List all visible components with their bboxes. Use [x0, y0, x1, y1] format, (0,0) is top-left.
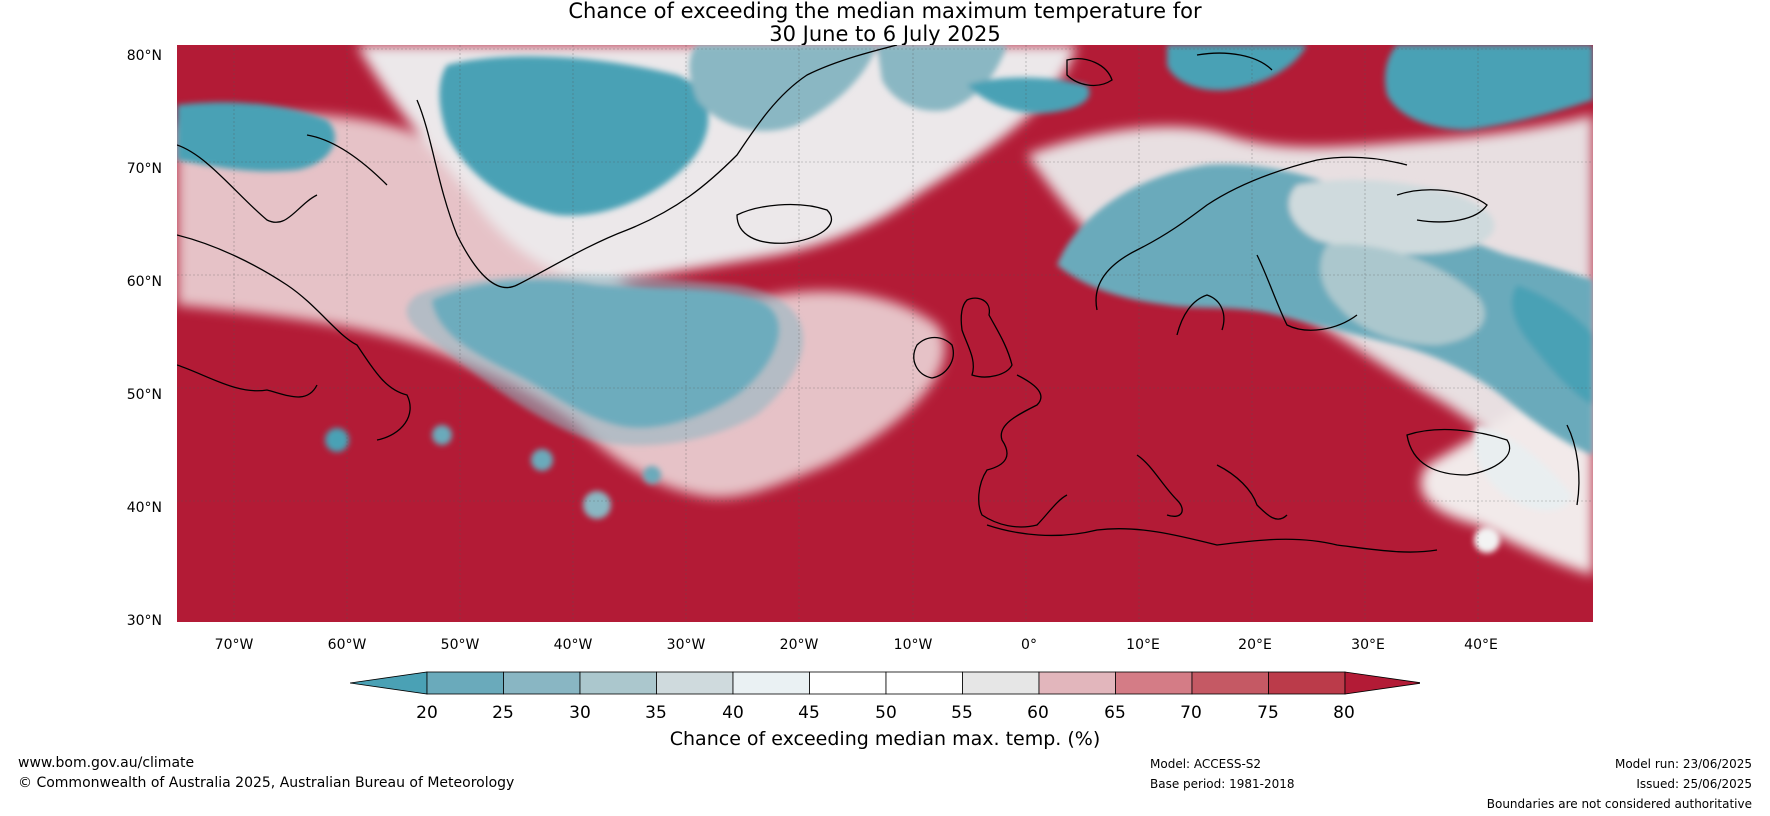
title-line-1: Chance of exceeding the median maximum t…	[568, 0, 1202, 23]
colorbar-tick-65: 65	[1104, 703, 1126, 723]
copyright-text: © Commonwealth of Australia 2025, Austra…	[18, 775, 515, 791]
lat-label-60n: 60°N	[126, 274, 162, 290]
lon-label-40w: 40°W	[553, 637, 593, 653]
colorbar-tick-70: 70	[1180, 703, 1202, 723]
colorbar-tick-50: 50	[875, 703, 897, 723]
forecast-map	[177, 45, 1593, 622]
colorbar-tick-80: 80	[1333, 703, 1355, 723]
colorbar-segment	[962, 671, 1040, 695]
colorbar-tick-45: 45	[798, 703, 820, 723]
lon-label-30e: 30°E	[1351, 637, 1385, 653]
colorbar-lower-extension	[350, 671, 428, 695]
colorbar-tick-35: 35	[645, 703, 667, 723]
lon-label-10w: 10°W	[893, 637, 933, 653]
lat-label-80n: 80°N	[126, 48, 162, 64]
lon-label-70w: 70°W	[214, 637, 254, 653]
colorbar-segment	[1191, 671, 1269, 695]
colorbar-segment	[579, 671, 657, 695]
title-line-2: 30 June to 6 July 2025	[769, 22, 1001, 46]
lon-label-60w: 60°W	[327, 637, 367, 653]
map-svg	[177, 45, 1593, 622]
colorbar-tick-75: 75	[1257, 703, 1279, 723]
cool-anomalies	[177, 45, 1593, 553]
colorbar-tick-40: 40	[722, 703, 744, 723]
graticule	[177, 45, 1593, 622]
colorbar-tick-55: 55	[951, 703, 973, 723]
colorbar-upper-extension	[1344, 671, 1420, 695]
colorbar-segment	[503, 671, 581, 695]
colorbar-segment	[732, 671, 810, 695]
colorbar-label: Chance of exceeding median max. temp. (%…	[669, 728, 1101, 750]
colorbar-segment	[656, 671, 734, 695]
lon-label-10e: 10°E	[1126, 637, 1160, 653]
colorbar-segment	[809, 671, 887, 695]
lat-label-40n: 40°N	[126, 500, 162, 516]
colorbar-tick-25: 25	[492, 703, 514, 723]
base-period-text: Base period: 1981-2018	[1150, 777, 1295, 791]
lon-label-20e: 20°E	[1238, 637, 1272, 653]
colorbar	[350, 671, 1420, 695]
lon-label-50w: 50°W	[440, 637, 480, 653]
lon-label-30w: 30°W	[666, 637, 706, 653]
model-text: Model: ACCESS-S2	[1150, 757, 1262, 771]
chart-title: Chance of exceeding the median maximum t…	[0, 0, 1770, 46]
colorbar-segment	[1115, 671, 1193, 695]
website-link[interactable]: www.bom.gov.au/climate	[18, 755, 195, 771]
lon-label-0: 0°	[1021, 637, 1037, 653]
lat-label-70n: 70°N	[126, 161, 162, 177]
colorbar-tick-20: 20	[416, 703, 438, 723]
colorbar-segment	[885, 671, 963, 695]
colorbar-segment	[1268, 671, 1346, 695]
colorbar-segment	[426, 671, 504, 695]
disclaimer-text: Boundaries are not considered authoritat…	[1486, 797, 1752, 811]
colorbar-segment	[1038, 671, 1116, 695]
colorbar-tick-60: 60	[1027, 703, 1049, 723]
coastlines	[177, 45, 1580, 553]
lat-label-30n: 30°N	[126, 613, 162, 629]
lat-label-50n: 50°N	[126, 387, 162, 403]
colorbar-segments	[350, 671, 1420, 695]
lon-label-40e: 40°E	[1464, 637, 1498, 653]
model-run-text: Model run: 23/06/2025	[1614, 757, 1752, 771]
lon-label-20w: 20°W	[779, 637, 819, 653]
issued-text: Issued: 25/06/2025	[1636, 777, 1752, 791]
colorbar-tick-30: 30	[569, 703, 591, 723]
